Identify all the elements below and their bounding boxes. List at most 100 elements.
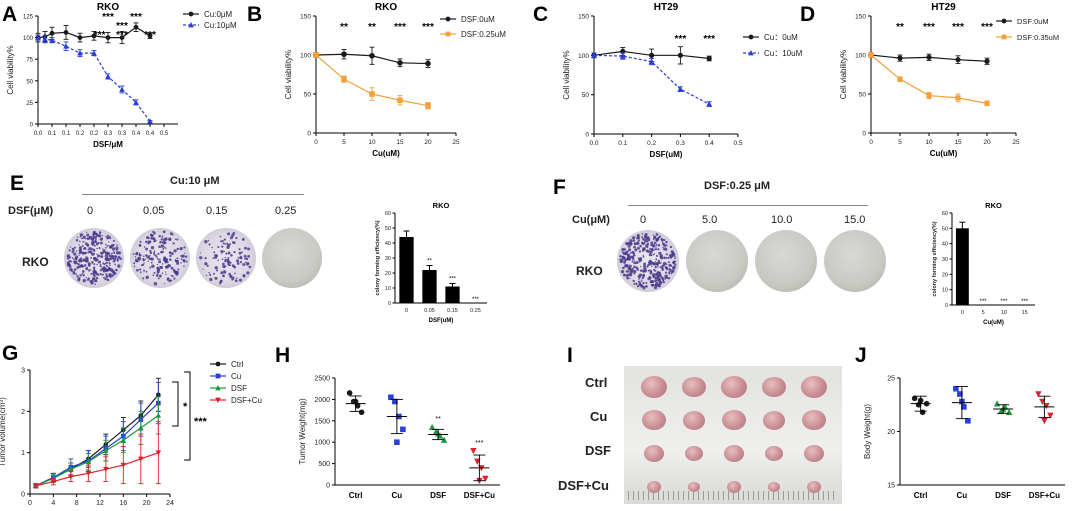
series-line bbox=[37, 37, 151, 122]
colony-dot bbox=[221, 250, 224, 253]
data-point bbox=[120, 437, 127, 443]
colony-dot bbox=[667, 257, 669, 259]
colony-dot bbox=[75, 250, 78, 252]
colony-dot bbox=[627, 257, 630, 261]
colony-dot bbox=[91, 252, 95, 256]
colony-dot bbox=[247, 247, 251, 251]
colony-dot bbox=[653, 262, 657, 266]
data-point bbox=[1041, 418, 1048, 425]
colony-dot bbox=[102, 248, 104, 250]
y-tick-label: 0 bbox=[326, 483, 330, 490]
colony-dot bbox=[183, 265, 185, 267]
x-tick-label: 20 bbox=[424, 139, 432, 146]
legend-label: Cu:10μM bbox=[204, 21, 237, 30]
colony-dot bbox=[179, 246, 183, 251]
panel-e-dose-label: 0.15 bbox=[206, 205, 228, 217]
series-cu-10-m bbox=[35, 34, 153, 124]
colony-dot bbox=[138, 244, 141, 247]
x-tick-label: 0 bbox=[869, 139, 873, 146]
colony-dot bbox=[235, 277, 238, 279]
colony-dot bbox=[626, 250, 629, 253]
colony-dot bbox=[633, 259, 635, 261]
x-tick-label: 0.25 bbox=[470, 308, 481, 314]
colony-dot bbox=[83, 246, 87, 250]
colony-dot bbox=[636, 285, 639, 288]
colony-dot bbox=[227, 232, 231, 236]
data-point bbox=[85, 458, 92, 465]
colony-dot bbox=[220, 240, 223, 243]
colony-dot bbox=[184, 255, 188, 258]
colony-dot bbox=[101, 234, 104, 237]
colony-dot bbox=[640, 246, 642, 248]
tumor bbox=[807, 481, 821, 493]
colony-dot bbox=[641, 241, 643, 243]
colony-dot bbox=[233, 265, 236, 268]
colony-dot bbox=[142, 277, 145, 280]
colony-dot bbox=[632, 239, 636, 242]
colony-dot bbox=[660, 238, 664, 242]
colony-dot bbox=[105, 275, 109, 279]
data-point bbox=[926, 92, 932, 99]
series-line bbox=[35, 414, 159, 487]
colony-dot bbox=[99, 263, 102, 266]
tumor bbox=[727, 481, 741, 493]
y-tick-label: 1000 bbox=[314, 440, 330, 447]
colony-dot bbox=[93, 235, 97, 239]
colony-dot bbox=[658, 271, 661, 275]
colony-dot bbox=[228, 272, 232, 276]
colony-dot bbox=[642, 286, 646, 290]
colony-dot bbox=[656, 264, 659, 267]
colony-dot bbox=[199, 252, 201, 254]
colony-dot bbox=[171, 275, 174, 278]
colony-dot bbox=[82, 270, 85, 273]
data-point bbox=[147, 33, 153, 39]
data-point bbox=[68, 474, 74, 480]
colony-dot bbox=[657, 266, 659, 268]
group-dsf-cu bbox=[469, 447, 490, 485]
bar bbox=[955, 228, 969, 305]
significance-label: *** bbox=[422, 22, 434, 33]
legend-item: DSF:0uM bbox=[440, 15, 495, 24]
colony-dot bbox=[66, 255, 68, 258]
data-point bbox=[369, 91, 375, 97]
colony-dot bbox=[621, 251, 624, 254]
colony-dot bbox=[108, 262, 111, 265]
colony-dot bbox=[73, 258, 75, 260]
colony-dot bbox=[155, 274, 159, 278]
colony-dot bbox=[666, 274, 668, 277]
colony-dot bbox=[176, 247, 179, 251]
legend-item: DSF:0.25uM bbox=[440, 30, 506, 39]
tumor bbox=[762, 377, 786, 398]
colony-dot bbox=[641, 248, 645, 252]
colony-dot bbox=[172, 242, 175, 245]
colony-dot bbox=[220, 271, 224, 275]
significance-label: *** bbox=[1000, 299, 1008, 305]
data-point bbox=[482, 475, 489, 482]
group-dsf bbox=[428, 423, 449, 443]
data-point bbox=[648, 58, 655, 65]
colony-dot bbox=[657, 243, 661, 247]
colony-dot bbox=[632, 279, 634, 282]
colony-dot bbox=[222, 262, 225, 266]
significance-label: *** bbox=[1021, 299, 1029, 305]
colony-dot bbox=[153, 253, 155, 256]
colony-dot bbox=[143, 262, 145, 264]
colony-dot bbox=[226, 260, 230, 264]
colony-dot bbox=[161, 240, 166, 245]
colony-dot bbox=[174, 238, 177, 240]
x-axis-label: DSF(uM) bbox=[429, 318, 454, 324]
colony-dot bbox=[78, 244, 80, 246]
colony-dot bbox=[207, 239, 210, 242]
series-line bbox=[35, 402, 159, 487]
significance-label: *** bbox=[194, 416, 208, 428]
colony-dot bbox=[231, 279, 234, 281]
colony-dot bbox=[169, 258, 172, 261]
colony-dot bbox=[652, 239, 655, 241]
colony-dot bbox=[71, 257, 74, 259]
colony-dot bbox=[241, 251, 243, 254]
y-tick-label: 1500 bbox=[314, 418, 330, 425]
y-tick-label: 0 bbox=[945, 303, 948, 309]
colony-dot bbox=[106, 265, 109, 268]
colony-dot bbox=[622, 266, 625, 270]
colony-dot bbox=[665, 244, 668, 247]
